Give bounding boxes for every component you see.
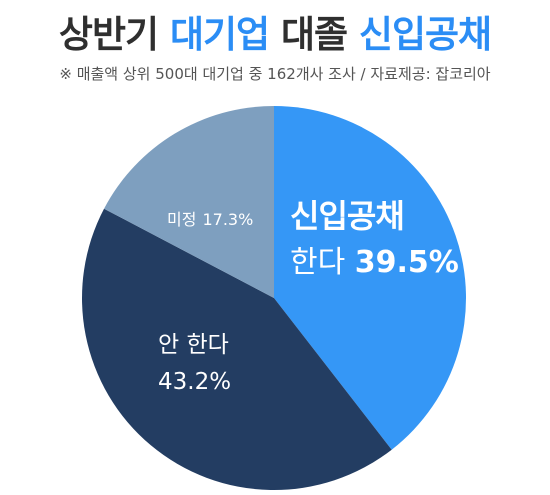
title-accent-1: 대기업 [169,13,270,56]
title-text-1: 상반기 [58,13,170,56]
slice-label-yes-prefix: 한다 [290,245,355,280]
slice-label-yes-value-line: 한다 39.5% [290,245,459,280]
page-subtitle: ※ 매출액 상위 500대 대기업 중 162개사 조사 / 자료제공: 잡코리… [59,65,491,83]
pie-slice-yes [274,106,467,450]
slice-label-yes-title: 신입공채 [290,197,404,235]
page-title: 상반기 대기업 대졸 신입공채 [0,4,550,58]
pie-slice-no [82,208,392,490]
slice-label-no-value: 43.2% [158,369,231,395]
title-text-2: 대졸 [269,13,359,56]
slice-label-no-title: 안 한다 [158,332,229,358]
slice-label-undecided-title: 미정 [167,210,196,229]
slice-label-yes-value: 39.5% [355,245,459,280]
title-accent-2: 신입공채 [358,13,492,56]
pie-slices [82,106,467,490]
pie-slice-undecided [104,106,274,298]
slice-label-undecided-value: 17.3% [202,210,253,229]
slice-label-undecided: 미정 17.3% [167,210,253,229]
